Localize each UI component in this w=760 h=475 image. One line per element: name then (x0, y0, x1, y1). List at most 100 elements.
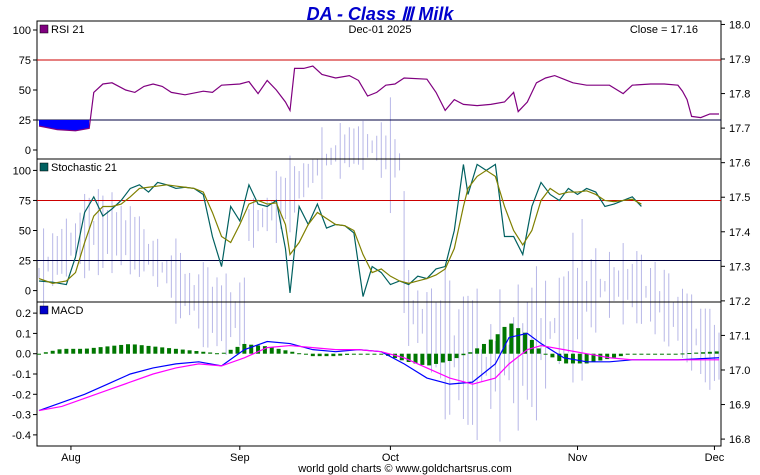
price-tick-label: 17.1 (729, 330, 750, 342)
macd-histogram-bar (351, 353, 356, 355)
macd-histogram-bar (379, 353, 384, 355)
x-tick-label: Nov (568, 452, 588, 464)
macd-histogram-bar (290, 351, 295, 354)
x-tick-label: Dec (705, 452, 725, 464)
chart-title: DA - Class Ⅲ Milk (307, 4, 455, 24)
macd-histogram-bar (112, 345, 117, 354)
macd-histogram-bar (468, 352, 473, 354)
macd-histogram-bar (345, 353, 350, 355)
macd-histogram-bar (84, 348, 89, 354)
value-tick-label: 25 (19, 256, 31, 268)
value-tick-label: 25 (19, 115, 31, 127)
price-tick-label: 17.5 (729, 192, 750, 204)
macd-histogram-bar (701, 352, 706, 354)
macd-histogram-bar (591, 353, 596, 362)
macd-histogram-bar (516, 328, 521, 354)
macd-histogram-bar (536, 348, 541, 354)
macd-histogram-bar (543, 353, 548, 355)
macd-histogram-bar (173, 348, 178, 354)
date-label: Dec-01 2025 (349, 24, 412, 36)
macd-histogram-bar (365, 353, 370, 355)
indicator-panels: 100 75 50 25 0 RSI 21 100 75 50 25 0 Stochastic 21 0… (12, 20, 722, 447)
macd-histogram-bar (625, 353, 630, 355)
legend-label: Stochastic 21 (51, 162, 117, 174)
macd-histogram-bar (338, 353, 343, 356)
macd-histogram-bar (653, 353, 658, 355)
macd-histogram-bar (406, 353, 411, 362)
price-tick-label: 18.0 (729, 19, 750, 31)
value-tick-label: 0 (25, 286, 31, 298)
macd-histogram-bar (557, 353, 562, 362)
price-tick-label: 17.9 (729, 54, 750, 66)
macd-histogram-bar (167, 348, 172, 354)
macd-histogram-bar (214, 353, 219, 355)
macd-histogram-bar (523, 332, 528, 354)
value-tick-label: 100 (13, 25, 31, 37)
price-tick-label: 17.4 (729, 227, 750, 239)
panel-rsi: 100 75 50 25 0 RSI 21 (13, 20, 722, 160)
price-tick-label: 17.8 (729, 89, 750, 101)
macd-histogram-bar (413, 353, 418, 364)
macd-histogram-bar (242, 343, 247, 354)
macd-histogram-bar (673, 353, 678, 355)
series-line--k (38, 163, 642, 297)
macd-histogram-bar (310, 353, 315, 357)
macd-histogram-bar (577, 353, 582, 364)
macd-histogram-bar (612, 353, 617, 358)
macd-histogram-bar (249, 344, 254, 354)
macd-histogram-bar (461, 353, 466, 356)
macd-histogram-bar (132, 344, 137, 354)
macd-histogram-bar (50, 350, 55, 354)
macd-histogram-bar (160, 347, 165, 354)
macd-histogram-bar (618, 353, 623, 357)
price-tick-label: 17.0 (729, 365, 750, 377)
macd-histogram-bar (475, 348, 480, 354)
macd-histogram-bar (598, 353, 603, 361)
macd-histogram-bar (201, 351, 206, 354)
macd-histogram-bar (550, 353, 555, 358)
legend-label: RSI 21 (51, 24, 85, 36)
macd-histogram-bar (372, 353, 377, 355)
macd-histogram-bar (447, 353, 452, 362)
macd-histogram-bar (91, 347, 96, 354)
macd-histogram-bar (139, 345, 144, 354)
panel-stochastic: 100 75 50 25 0 Stochastic 21 (13, 158, 722, 303)
value-tick-label: 100 (13, 165, 31, 177)
price-tick-label: 17.3 (729, 261, 750, 273)
macd-histogram-bar (687, 353, 692, 355)
macd-histogram-bar (440, 353, 445, 363)
macd-histogram-bar (324, 353, 329, 357)
macd-histogram-bar (646, 353, 651, 355)
macd-histogram-bar (187, 350, 192, 354)
legend-swatch (39, 162, 49, 172)
value-tick-label: -0.1 (12, 369, 31, 381)
macd-histogram-bar (194, 351, 199, 354)
macd-histogram-bar (269, 347, 274, 354)
macd-histogram-bar (454, 353, 459, 359)
macd-histogram-bar (694, 352, 699, 354)
price-tick-label: 16.8 (729, 434, 750, 446)
value-tick-label: 75 (19, 195, 31, 207)
macd-histogram-bar (78, 348, 83, 354)
panel-macd: 0.2 0.1 0.0 -0.1 -0.2 -0.3 -0.4 MACD (12, 301, 722, 447)
macd-histogram-bar (235, 346, 240, 354)
panel-frame (36, 301, 722, 447)
macd-histogram-bar (666, 353, 671, 355)
macd-histogram-bar (639, 353, 644, 355)
macd-histogram-bar (317, 353, 322, 357)
price-tick-label: 17.7 (729, 123, 750, 135)
close-label: Close = 17.16 (630, 24, 698, 36)
value-tick-label: 50 (19, 226, 31, 238)
macd-histogram-bar (303, 353, 308, 355)
macd-histogram-bar (71, 348, 76, 354)
series-line-macd (38, 332, 720, 412)
x-tick-label: Sep (230, 452, 250, 464)
macd-histogram-bar (584, 353, 589, 364)
value-tick-label: -0.2 (12, 389, 31, 401)
macd-histogram-bar (707, 351, 712, 354)
value-tick-label: 0.0 (16, 349, 31, 361)
macd-histogram-bar (495, 334, 500, 354)
price-tick-label: 17.2 (729, 296, 750, 308)
macd-histogram-bar (488, 339, 493, 354)
